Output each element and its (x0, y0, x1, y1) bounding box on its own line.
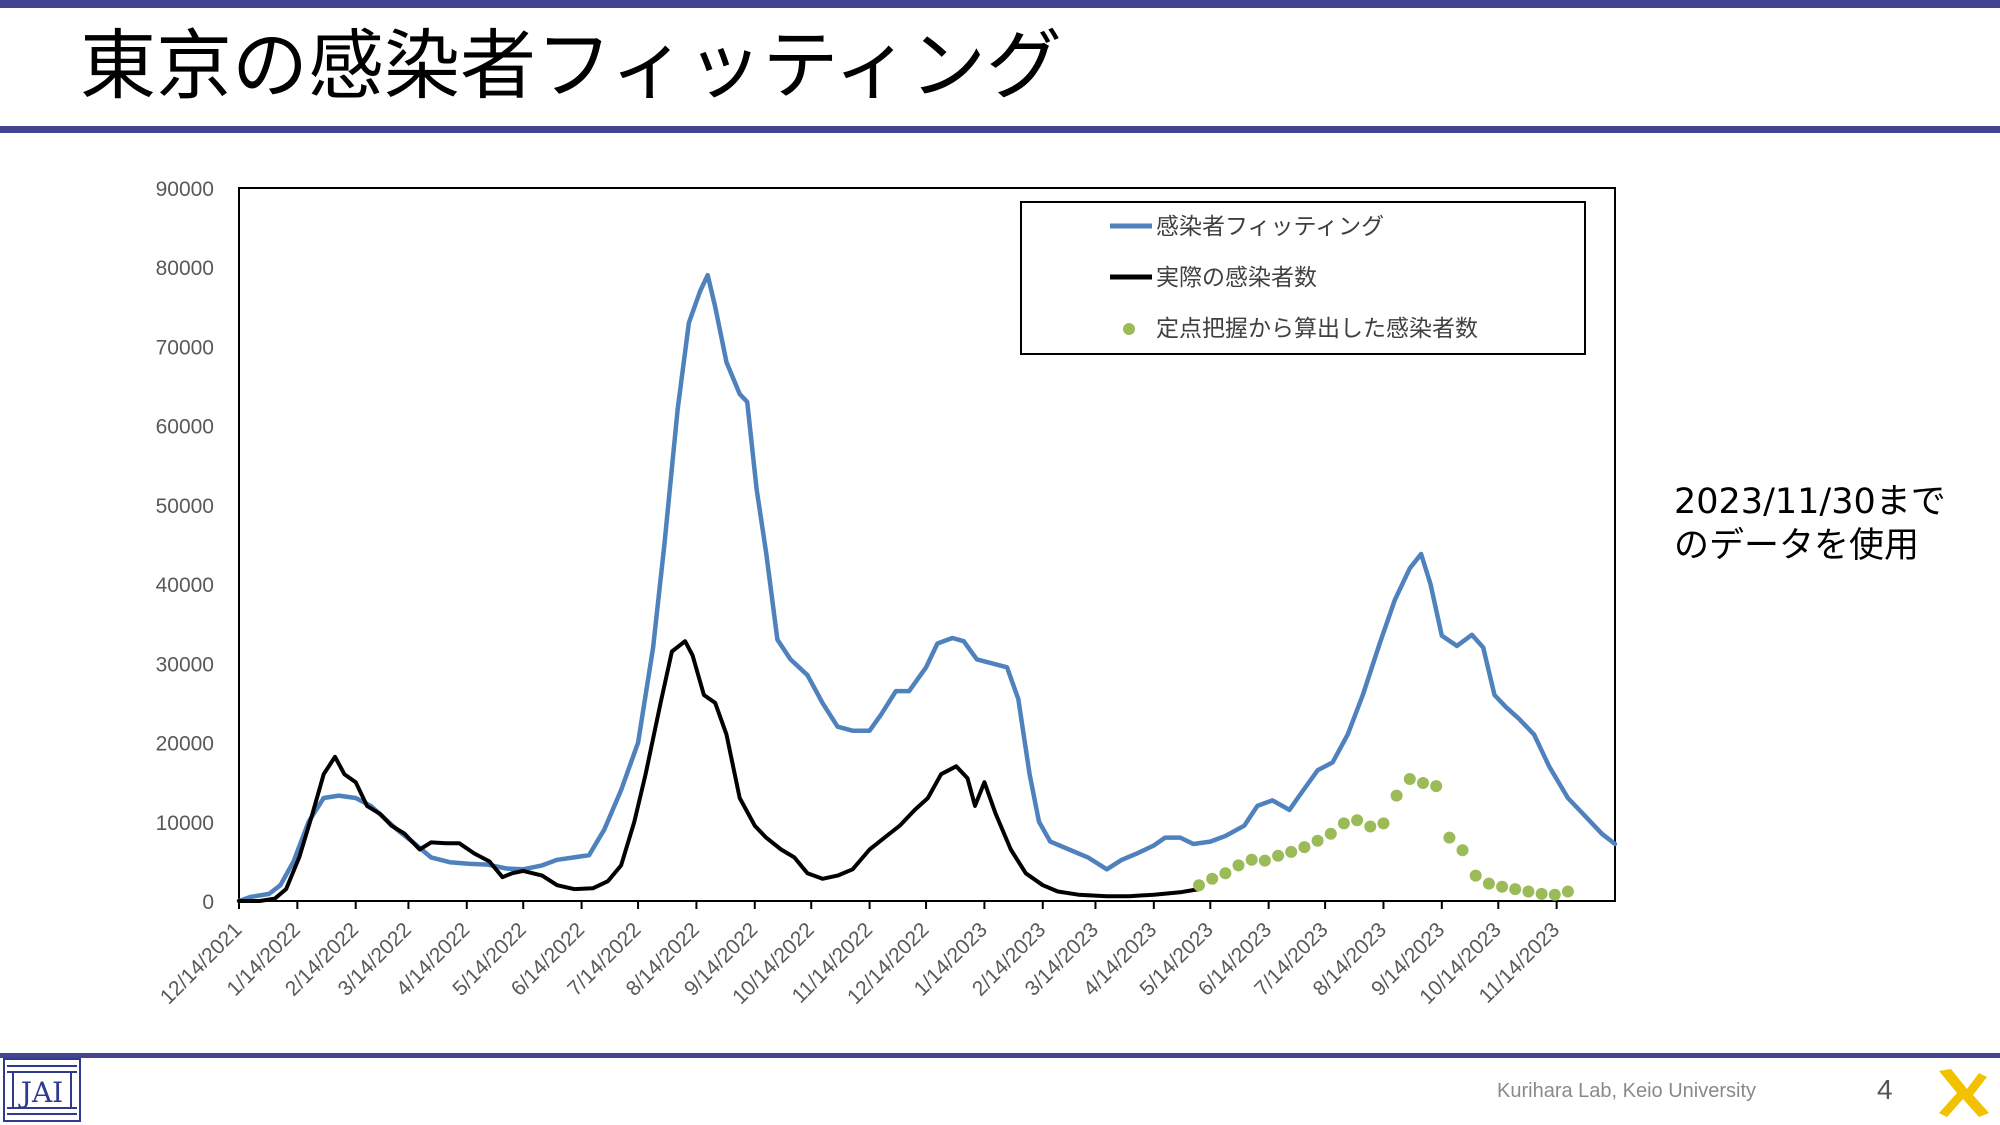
y-tick-label: 50000 (156, 495, 214, 518)
y-axis: 0 10000 20000 30000 40000 50000 60000 70000 8000… (156, 178, 214, 914)
slide-title: 東京の感染者フィッティング (80, 21, 1062, 110)
series-layer (236, 272, 1618, 904)
top-rule (0, 0, 2000, 8)
title-underline (0, 126, 2000, 133)
x-axis: 12/14/20211/14/20222/14/20223/14/20224/1… (156, 901, 1564, 1009)
legend-swatch-estimate (1123, 323, 1135, 335)
estimate-point (1509, 883, 1522, 896)
estimate-point (1522, 885, 1535, 898)
estimate-point (1548, 888, 1561, 901)
footer-rule (0, 1053, 2000, 1058)
lab-logo: JAI (3, 1058, 81, 1122)
legend-label-actual: 実際の感染者数 (1156, 265, 1317, 291)
estimate-point (1232, 859, 1245, 872)
note-line-2: のデータを使用 (1674, 526, 1920, 566)
data-range-note: 2023/11/30まで のデータを使用 (1674, 480, 1946, 568)
y-tick-label: 90000 (156, 178, 214, 201)
actual-series-line (237, 639, 1201, 903)
y-tick-label: 70000 (156, 336, 214, 359)
keio-pen-mark-icon (1939, 1069, 1989, 1117)
y-tick-label: 0 (202, 891, 214, 914)
estimate-point (1364, 820, 1377, 833)
estimate-point (1535, 887, 1548, 900)
note-line-1: 2023/11/30まで (1674, 482, 1946, 522)
estimate-point (1193, 879, 1205, 892)
y-tick-label: 30000 (156, 653, 214, 676)
y-tick-label: 80000 (156, 257, 214, 280)
estimate-point (1258, 854, 1271, 867)
y-tick-label: 20000 (156, 733, 214, 756)
estimate-point (1245, 853, 1258, 866)
fit-series-line (236, 272, 1618, 904)
estimate-point (1482, 877, 1495, 890)
estimate-point (1285, 845, 1298, 858)
estimate-point (1403, 773, 1416, 785)
estimate-point (1561, 885, 1574, 898)
estimate-point (1206, 872, 1219, 885)
y-tick-label: 60000 (156, 416, 214, 439)
estimate-point (1351, 814, 1364, 827)
estimate-point (1311, 834, 1324, 847)
legend: 感染者フィッティング 実際の感染者数 定点把握から算出した感染者数 (1020, 201, 1586, 355)
estimate-point (1456, 844, 1469, 857)
estimate-point (1377, 817, 1390, 830)
estimate-point (1337, 817, 1350, 830)
estimate-point (1417, 777, 1429, 789)
legend-label-fit: 感染者フィッティング (1156, 214, 1384, 240)
y-tick-label: 40000 (156, 574, 214, 597)
estimate-point (1324, 827, 1337, 840)
chart: 0 10000 20000 30000 40000 50000 60000 70000 8000… (156, 178, 1618, 1009)
estimate-point (1219, 867, 1232, 880)
estimate-point (1443, 831, 1456, 844)
estimate-point (1390, 789, 1403, 802)
legend-label-estimate: 定点把握から算出した感染者数 (1156, 316, 1478, 342)
y-tick-label: 10000 (156, 812, 214, 835)
footer-credit: Kurihara Lab, Keio University (1497, 1080, 1757, 1102)
page-number: 4 (1877, 1074, 1893, 1105)
estimate-point (1496, 880, 1509, 893)
estimate-point (1469, 869, 1482, 882)
estimate-point (1298, 841, 1311, 854)
estimate-point (1272, 849, 1285, 862)
svg-text:JAI: JAI (18, 1076, 64, 1109)
estimate-point (1430, 780, 1443, 793)
